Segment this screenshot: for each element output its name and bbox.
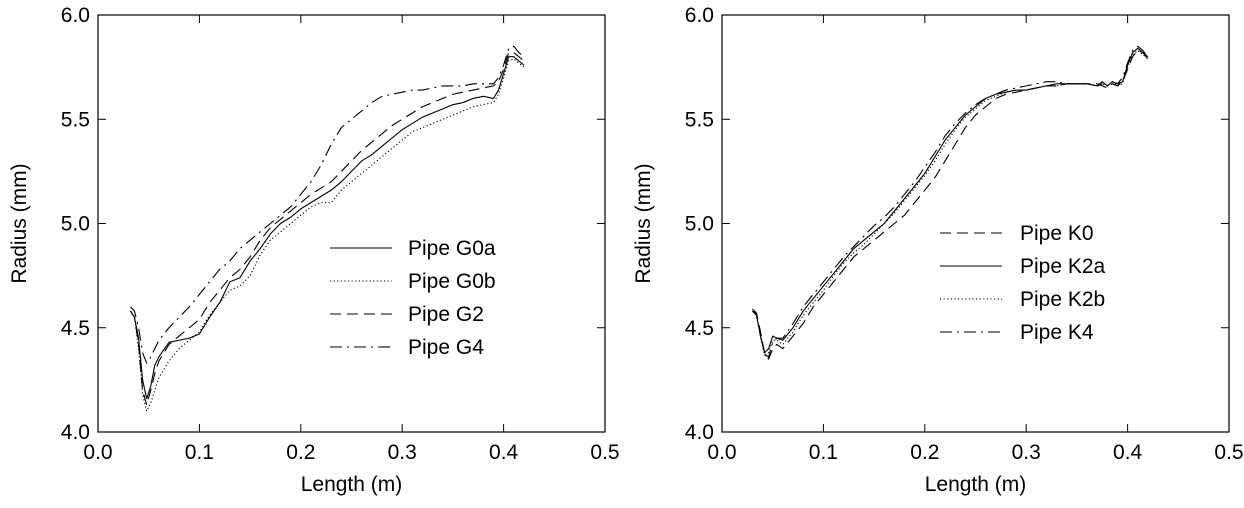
y-tick-label: 6.0: [61, 4, 90, 27]
x-tick-label: 0.0: [707, 441, 736, 464]
legend-label: Pipe K2b: [1020, 288, 1105, 311]
x-tick-label: 0.4: [489, 441, 519, 464]
y-tick-label: 5.0: [685, 213, 714, 236]
x-tick-label: 0.2: [910, 441, 939, 464]
chart-panel-2: 0.0 0.1 0.2 0.3 0.4 0.5 4.0 4.5 5.0 5.5 6.0 Length …: [632, 4, 1244, 496]
x-tick-label: 0.3: [388, 441, 417, 464]
y-tick-label: 6.0: [685, 4, 714, 27]
legend-label: Pipe G0b: [408, 270, 496, 293]
chart-panel-1: 0.0 0.1 0.2 0.3 0.4 0.5 4.0 4.5 5.0 5.5 6.0 Length …: [8, 4, 620, 496]
plot-frame: [721, 14, 1230, 433]
x-tick-label: 0.2: [286, 441, 315, 464]
x-axis-label: Length (m): [925, 473, 1027, 496]
x-tick-label: 0.3: [1012, 441, 1041, 464]
y-tick-label: 5.5: [61, 108, 90, 131]
y-axis-label: Radius (mm): [632, 163, 655, 283]
legend-label: Pipe G4: [408, 336, 484, 359]
x-tick-label: 0.1: [809, 441, 838, 464]
x-tick-label: 0.4: [1113, 441, 1143, 464]
y-tick-label: 5.5: [685, 108, 714, 131]
y-tick-label: 4.5: [685, 317, 714, 340]
legend-label: Pipe K0: [1020, 222, 1094, 245]
x-tick-label: 0.5: [590, 441, 619, 464]
legend-label: Pipe G0a: [408, 237, 496, 260]
x-tick-label: 0.5: [1214, 441, 1243, 464]
legend-label: Pipe G2: [408, 303, 484, 326]
x-tick-label: 0.1: [185, 441, 214, 464]
series-line-pipe-k4: [752, 45, 1149, 358]
y-tick-label: 5.0: [61, 213, 90, 236]
series-line-pipe-k0: [752, 49, 1149, 360]
y-tick-label: 4.0: [61, 421, 90, 444]
y-axis-label: Radius (mm): [8, 163, 31, 283]
legend: Pipe G0a Pipe G0b Pipe G2 Pipe G4: [330, 237, 496, 359]
x-axis-label: Length (m): [301, 473, 403, 496]
series-line-pipe-g0a: [129, 56, 525, 400]
legend-label: Pipe K2a: [1020, 255, 1106, 278]
x-tick-label: 0.0: [83, 441, 112, 464]
series-line-pipe-g4: [130, 45, 525, 364]
plot-frame: [97, 14, 606, 433]
y-tick-label: 4.0: [685, 421, 714, 444]
series-line-pipe-g2: [129, 51, 525, 406]
y-tick-label: 4.5: [61, 317, 90, 340]
legend: Pipe K0 Pipe K2a Pipe K2b Pipe K4: [940, 222, 1106, 344]
legend-label: Pipe K4: [1020, 321, 1094, 344]
